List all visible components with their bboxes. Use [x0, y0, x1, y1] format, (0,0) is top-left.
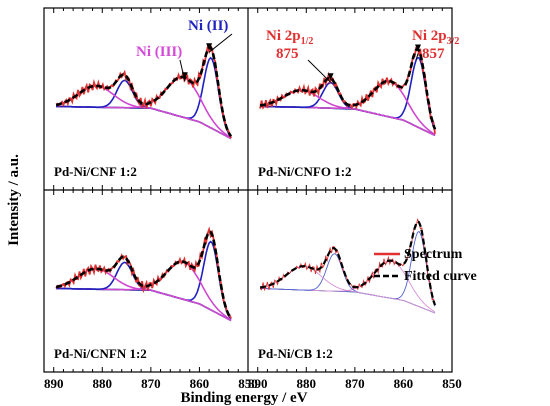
annotation-arrow: [179, 59, 186, 82]
panel-4: Pd-Ni/CB 1:2 Spectrum Fitted curve: [258, 218, 477, 361]
arrow-head: [327, 73, 334, 81]
legend-entry: Fitted curve: [404, 269, 477, 284]
arrow-head: [181, 72, 188, 80]
x-axis-title: Binding energy / eV: [180, 390, 307, 406]
fitted-curve: [55, 46, 233, 137]
annotation-arrow: [307, 59, 331, 83]
tick-label: 890: [44, 376, 64, 391]
tick-label: 860: [190, 376, 210, 391]
background-line: [260, 105, 436, 137]
tick-label: 880: [93, 376, 113, 391]
annotation-label: Ni (II): [188, 18, 228, 34]
annotation-value: 857: [422, 46, 445, 62]
fitted-curve: [259, 47, 437, 130]
panel-3: Pd-Ni/CNFN 1:2: [54, 226, 233, 361]
legend: Spectrum Fitted curve: [374, 247, 477, 284]
fitted-curve: [259, 220, 437, 306]
fitted-curve: [55, 230, 233, 320]
tick-label: 870: [345, 376, 365, 391]
arrow-head: [415, 44, 421, 52]
annotation-label: Ni 2p1/2: [266, 28, 313, 47]
annotation-value: 875: [276, 46, 299, 62]
y-axis-title: Intensity / a.u.: [6, 154, 22, 246]
panel-label: Pd-Ni/CNFN 1:2: [54, 346, 147, 361]
tick-label: 870: [141, 376, 161, 391]
tick-label: 850: [238, 376, 258, 391]
tick-label: 880: [297, 376, 317, 391]
panel-label: Pd-Ni/CNF 1:2: [54, 164, 137, 179]
panel-1: Pd-Ni/CNF 1:2 Ni (II) Ni (III): [54, 18, 233, 179]
annotation-arrow: [415, 53, 419, 61]
arrow-head: [206, 43, 213, 51]
background-line: [56, 105, 232, 140]
peak-annotation-2: Ni (III): [136, 44, 188, 82]
annotation-label: Ni (III): [136, 44, 182, 60]
background-line: [260, 288, 436, 314]
background-line: [56, 287, 232, 322]
peak-component-4: [260, 265, 436, 314]
tick-label: 860: [394, 376, 414, 391]
tick-label: 890: [248, 376, 268, 391]
spectrum-line: [55, 226, 232, 319]
legend-entry: Spectrum: [404, 247, 463, 262]
tick-label: 850: [442, 376, 462, 391]
panel-label: Pd-Ni/CNFO 1:2: [258, 164, 352, 179]
peak-annotation-1: Ni (II): [188, 18, 233, 53]
peak-component-4: [55, 85, 232, 140]
panel-label: Pd-Ni/CB 1:2: [258, 346, 333, 361]
annotation-arrow: [208, 33, 233, 53]
